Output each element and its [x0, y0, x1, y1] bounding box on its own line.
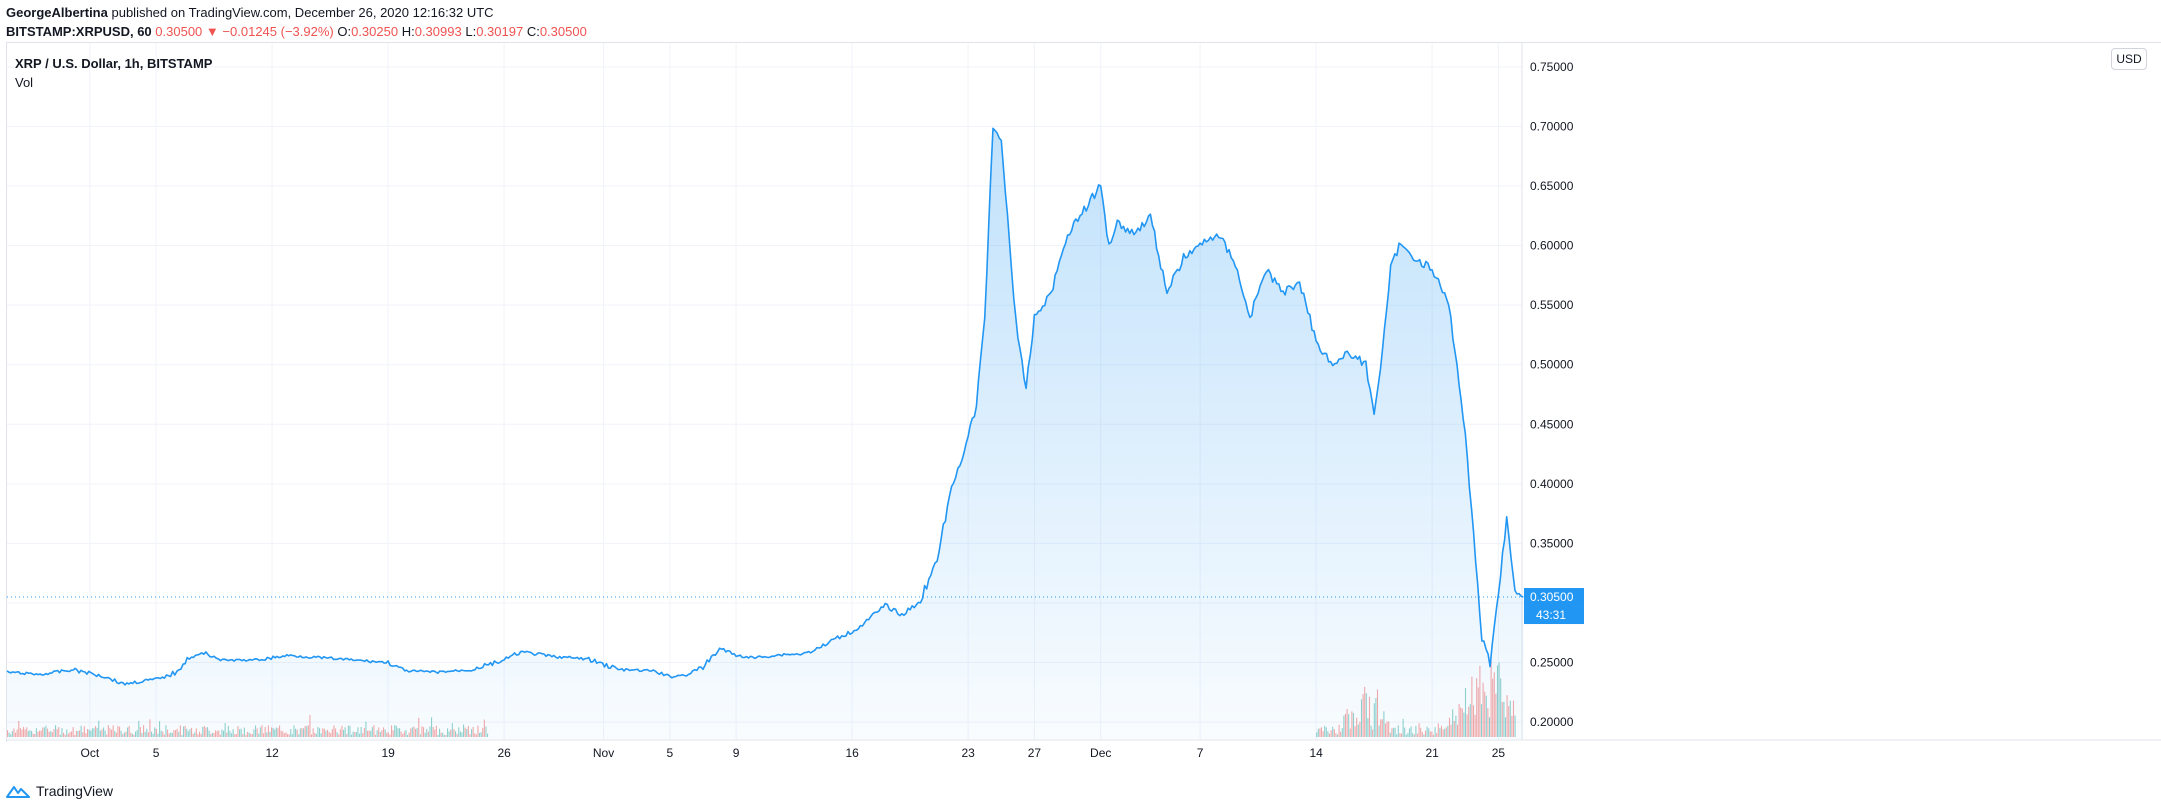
time-tick-label: 27 — [1028, 746, 1042, 760]
open-value: 0.30250 — [351, 24, 399, 39]
price-line[interactable] — [6, 127, 1524, 686]
price-tick-label: 0.50000 — [1530, 358, 1574, 372]
time-tick-label: 16 — [845, 746, 859, 760]
publish-header: GeorgeAlbertina published on TradingView… — [6, 4, 587, 40]
publish-line: GeorgeAlbertina published on TradingView… — [6, 4, 587, 21]
series-legend-name[interactable]: XRP / U.S. Dollar, 1h, BITSTAMP — [15, 56, 213, 71]
time-tick-label: Oct — [81, 746, 100, 760]
price-change: −0.01245 (−3.92%) — [222, 24, 334, 39]
price-tick-label: 0.70000 — [1530, 119, 1574, 133]
time-tick-label: Nov — [593, 746, 614, 760]
time-tick-label: 5 — [153, 746, 160, 760]
price-tick-label: 0.25000 — [1530, 656, 1574, 670]
last-price-badge — [1524, 588, 1584, 607]
price-tick-label: 0.40000 — [1530, 477, 1574, 491]
price-tick-label: 0.75000 — [1530, 60, 1574, 74]
close-label: C: — [526, 24, 540, 39]
footer-brand[interactable]: TradingView — [36, 783, 114, 799]
last-price-badge-label: 0.30500 — [1530, 590, 1574, 604]
footer: TradingView — [6, 780, 113, 802]
price-tick-label: 0.45000 — [1530, 417, 1574, 431]
last-price: 0.30500 — [155, 24, 203, 39]
time-tick-label: 14 — [1309, 746, 1323, 760]
high-value: 0.30993 — [414, 24, 462, 39]
low-value: 0.30197 — [476, 24, 524, 39]
ohlc-line: BITSTAMP:XRPUSD, 60 0.30500 ▼ −0.01245 (… — [6, 23, 587, 40]
volume-legend-label[interactable]: Vol — [15, 75, 34, 90]
publisher-name[interactable]: GeorgeAlbertina — [6, 5, 108, 20]
time-tick-label: 19 — [381, 746, 395, 760]
tradingview-logo-icon[interactable] — [6, 783, 30, 799]
change-arrow-icon: ▼ — [205, 24, 219, 39]
chart-legend: XRP / U.S. Dollar, 1h, BITSTAMP Vol — [15, 54, 212, 92]
countdown-badge-label: 43:31 — [1536, 608, 1566, 622]
time-tick-label: 12 — [265, 746, 279, 760]
open-label: O: — [337, 24, 352, 39]
time-tick-label: 7 — [1197, 746, 1204, 760]
time-tick-label: Dec — [1090, 746, 1111, 760]
time-tick-label: 21 — [1425, 746, 1439, 760]
price-tick-label: 0.35000 — [1530, 536, 1574, 550]
time-tick-label: 9 — [733, 746, 740, 760]
price-tick-label: 0.60000 — [1530, 239, 1574, 253]
published-text: published on TradingView.com, December 2… — [111, 5, 494, 20]
high-label: H: — [401, 24, 415, 39]
time-tick-label: 25 — [1492, 746, 1506, 760]
price-tick-label: 0.20000 — [1530, 715, 1574, 729]
time-tick-label: 23 — [961, 746, 975, 760]
price-area-fill — [7, 128, 1524, 740]
currency-badge[interactable]: USD — [2111, 48, 2147, 70]
price-tick-label: 0.55000 — [1530, 298, 1574, 312]
close-value: 0.30500 — [539, 24, 587, 39]
price-tick-label: 0.65000 — [1530, 179, 1574, 193]
low-label: L: — [465, 24, 477, 39]
chart-frame — [6, 42, 2161, 742]
time-tick-label: 26 — [497, 746, 511, 760]
time-tick-label: 5 — [667, 746, 674, 760]
countdown-badge — [1524, 606, 1584, 625]
symbol-text: BITSTAMP:XRPUSD, 60 — [6, 24, 152, 39]
